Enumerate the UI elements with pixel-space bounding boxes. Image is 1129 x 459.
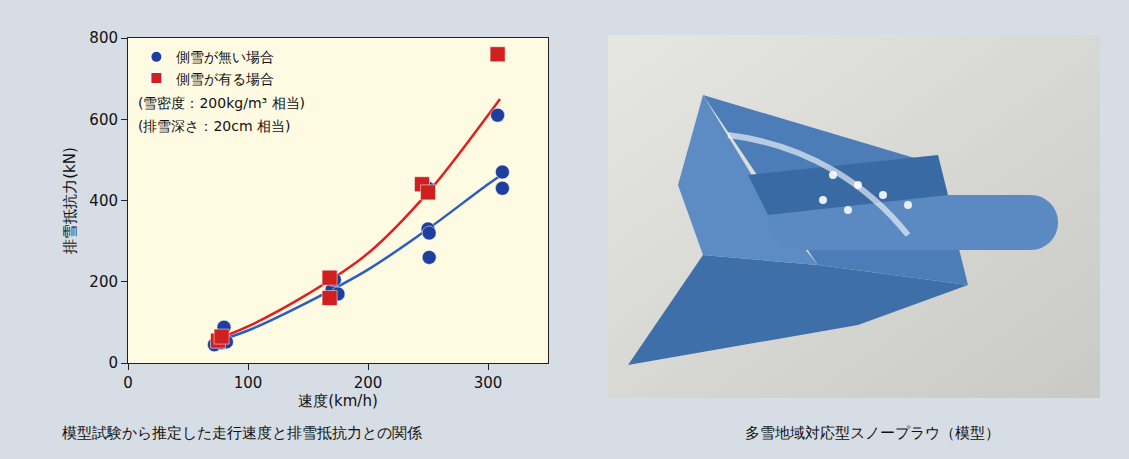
svg-text:200: 200 (89, 273, 118, 291)
svg-text:800: 800 (89, 29, 118, 47)
svg-text:300: 300 (474, 374, 503, 392)
svg-text:排雪抵抗力(kN): 排雪抵抗力(kN) (61, 147, 79, 254)
svg-text:100: 100 (234, 374, 263, 392)
svg-text:200: 200 (354, 374, 383, 392)
svg-text:400: 400 (89, 192, 118, 210)
svg-text:0: 0 (108, 354, 118, 372)
svg-text:側雪が無い場合: 側雪が無い場合 (176, 49, 274, 65)
svg-text:速度(km/h): 速度(km/h) (298, 392, 378, 410)
svg-text:600: 600 (89, 111, 118, 129)
svg-text:(雪密度：200kg/m³ 相当): (雪密度：200kg/m³ 相当) (138, 95, 305, 111)
svg-text:0: 0 (123, 374, 133, 392)
svg-text:側雪が有る場合: 側雪が有る場合 (176, 71, 274, 87)
html-text:多雪地域対応型スノープラウ（模型）: 多雪地域対応型スノープラウ（模型） (745, 424, 1000, 442)
html-text:模型試験から推定した走行速度と排雪抵抗力との関係: 模型試験から推定した走行速度と排雪抵抗力との関係 (62, 424, 422, 442)
svg-text:(排雪深さ：20cm 相当): (排雪深さ：20cm 相当) (138, 118, 291, 134)
